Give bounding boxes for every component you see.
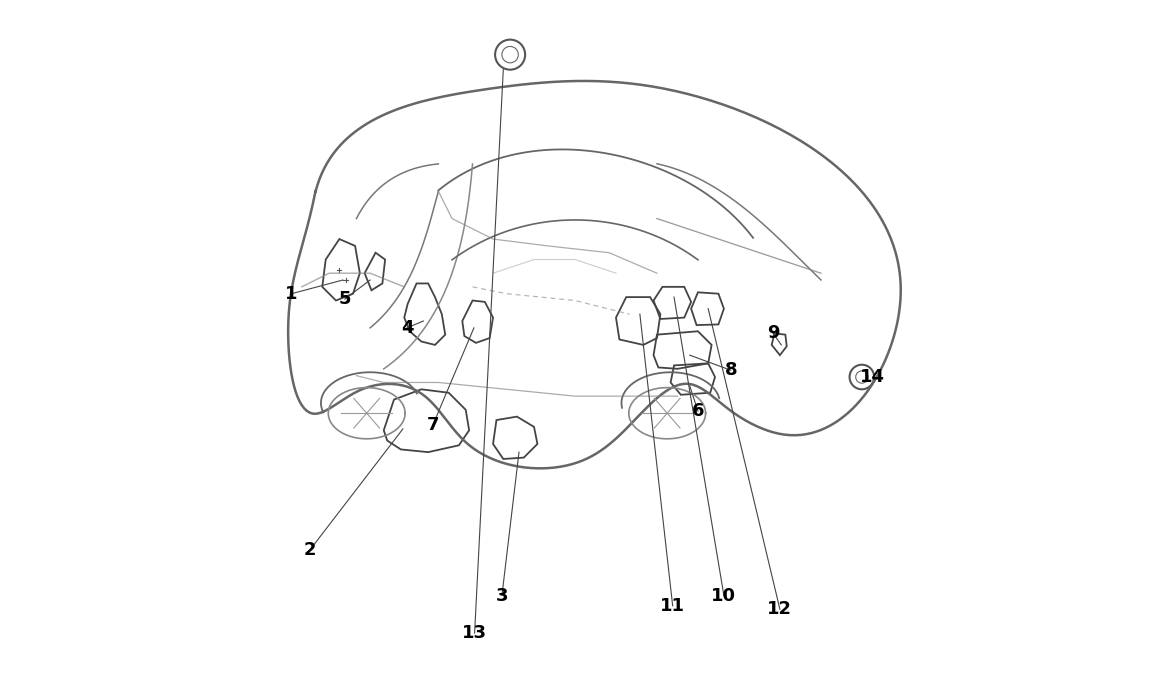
- Text: 9: 9: [767, 324, 780, 342]
- Text: 3: 3: [496, 587, 508, 604]
- Text: 14: 14: [859, 368, 884, 386]
- Text: 5: 5: [338, 290, 351, 308]
- Text: 11: 11: [660, 597, 685, 615]
- Text: 12: 12: [767, 600, 792, 618]
- Text: 6: 6: [691, 402, 704, 420]
- Text: 13: 13: [462, 624, 488, 642]
- Text: 2: 2: [304, 541, 316, 559]
- Text: 7: 7: [427, 416, 439, 434]
- Text: 10: 10: [712, 587, 736, 604]
- Text: 4: 4: [400, 319, 413, 337]
- Text: 8: 8: [724, 361, 737, 379]
- Text: 1: 1: [285, 285, 298, 303]
